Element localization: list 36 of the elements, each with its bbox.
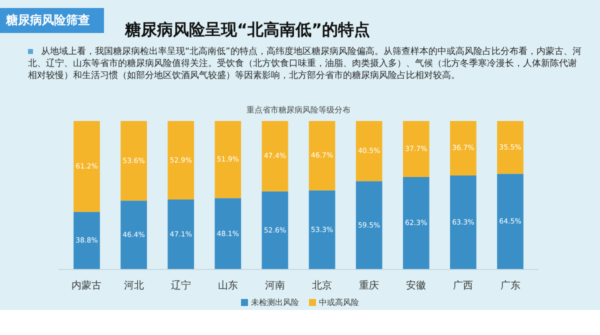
chart-title: 糖尿病风险呈现“北高南低”的特点 (125, 20, 370, 41)
x-tick-label: 广西 (453, 280, 474, 292)
text: 重点省市糖尿病风险等级分布 (246, 106, 350, 114)
bar (214, 198, 242, 270)
x-tick-label: 辽宁 (170, 280, 191, 292)
legend-label: 未检测出风险 (251, 297, 299, 308)
bar (74, 120, 100, 212)
bar (168, 200, 194, 270)
bar (450, 175, 476, 270)
chart-subtitle: 从地域上看，我国糖尿病检出率呈现“北高南低”的特点，高纬度地区糖尿病风险偏高。从筛查样本的中或高风险占比分布看，内蒙古、河北、辽宁、山东等省市的糖尿病风险值得关注。受饮食（北方饮食口味重，油脂、肉类摄入多）、气候（北方冬季寒冷漫长，人体新陈代谢相对较慢）和生活习惯（如部分地区饮酒风气较盛）等因素影响，北方部分省市的糖尿病风险占比相对较高。 (28, 46, 582, 82)
x-tick-label: 山东 (218, 280, 238, 292)
x-tick-label: 内蒙古 (72, 280, 102, 292)
bar (120, 200, 147, 270)
x-tick-label: 河南 (264, 280, 285, 292)
x-tick-label: 广东 (500, 280, 520, 292)
bar (120, 120, 147, 201)
bar (497, 120, 524, 174)
bar (74, 212, 100, 270)
bar (356, 181, 382, 270)
bar (497, 174, 524, 270)
bar (402, 176, 430, 270)
x-tick-label: 北京 (312, 280, 332, 292)
x-tick-label: 重庆 (359, 280, 380, 292)
bar (450, 120, 476, 176)
bar (168, 120, 194, 200)
bar (402, 120, 430, 177)
x-tick-label: 安徽 (406, 280, 426, 292)
text: 糖尿病风险筛查 (0, 8, 104, 33)
bar (356, 120, 382, 182)
bar (308, 190, 336, 270)
bar (308, 120, 336, 190)
legend-label: 中或高风险 (319, 297, 359, 308)
bar (214, 120, 242, 198)
x-tick-label: 河北 (124, 280, 144, 292)
bar (262, 120, 288, 192)
bar (262, 191, 288, 270)
